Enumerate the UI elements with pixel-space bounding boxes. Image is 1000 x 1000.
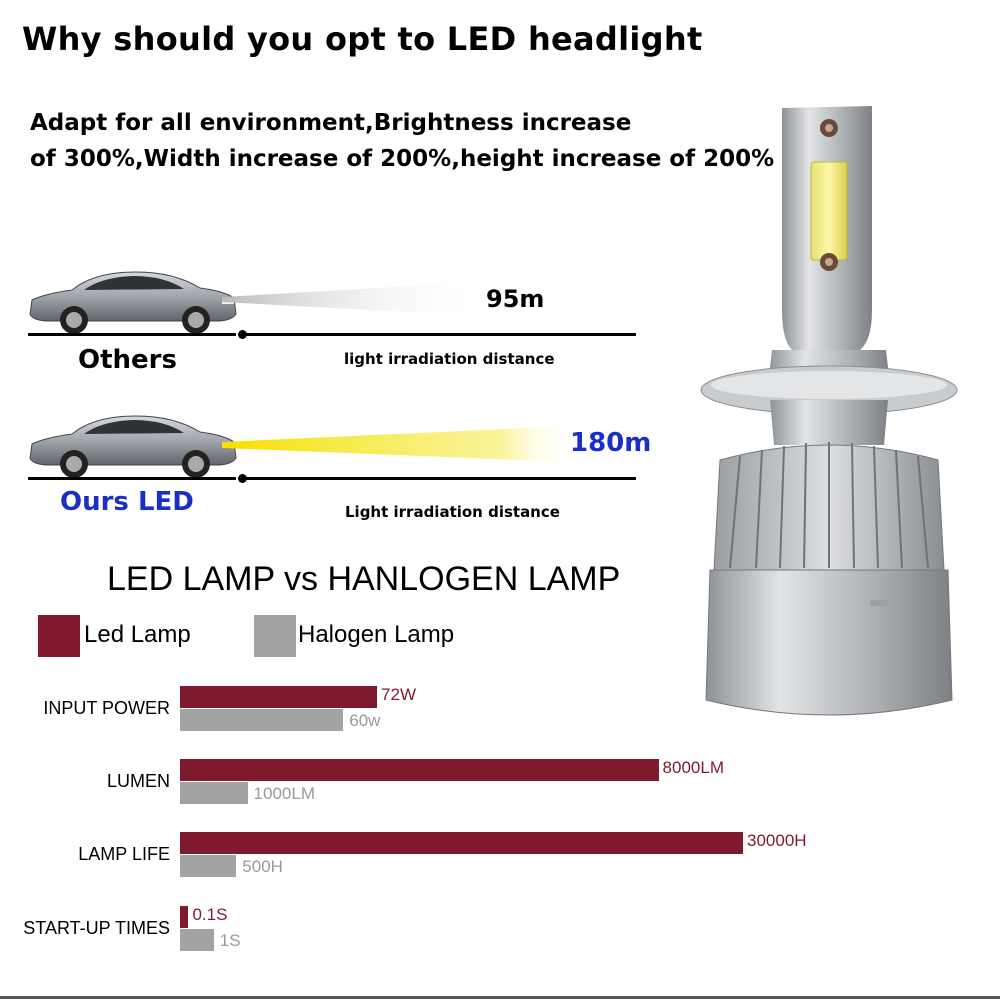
road-others bbox=[28, 333, 236, 336]
axis-line-others bbox=[242, 333, 636, 336]
car-ours-image bbox=[29, 415, 237, 478]
road-ours bbox=[28, 477, 236, 480]
distance-others: 95m bbox=[486, 285, 545, 313]
legend-swatch-led bbox=[38, 615, 80, 657]
value-label-led: 8000LM bbox=[662, 758, 724, 777]
value-label-led: 30000H bbox=[747, 831, 807, 850]
subtitle-line-2: of 300%,Width increase of 200%,height in… bbox=[30, 146, 775, 172]
caption-ours: Light irradiation distance bbox=[345, 503, 560, 521]
bar-led bbox=[180, 686, 378, 708]
bar-led bbox=[180, 832, 743, 854]
legend-swatch-halogen bbox=[254, 615, 296, 657]
value-label-halogen: 1S bbox=[219, 931, 241, 950]
bar-halogen bbox=[180, 855, 237, 877]
led-bulb-image bbox=[700, 106, 958, 716]
category-label: LAMP LIFE bbox=[78, 844, 170, 864]
light-beam-others bbox=[222, 282, 482, 316]
light-beam-ours bbox=[222, 426, 572, 462]
label-others: Others bbox=[78, 345, 177, 375]
distance-ours: 180m bbox=[570, 428, 652, 458]
bar-led bbox=[180, 906, 189, 928]
legend-label-halogen: Halogen Lamp bbox=[298, 621, 455, 648]
caption-others: light irradiation distance bbox=[344, 350, 555, 368]
subtitle-line-1: Adapt for all environment,Brightness inc… bbox=[30, 110, 632, 136]
value-label-led: 0.1S bbox=[192, 905, 228, 924]
page-title: Why should you opt to LED headlight bbox=[22, 20, 703, 58]
bar-led bbox=[180, 759, 659, 781]
category-label: START-UP TIMES bbox=[23, 918, 170, 938]
value-label-halogen: 500H bbox=[242, 857, 283, 876]
chart-title: LED LAMP vs HANLOGEN LAMP bbox=[107, 560, 621, 598]
car-others-image bbox=[29, 271, 237, 334]
label-ours: Ours LED bbox=[60, 487, 194, 517]
legend-label-led: Led Lamp bbox=[84, 621, 191, 648]
bar-halogen bbox=[180, 782, 248, 804]
value-label-halogen: 60w bbox=[349, 711, 381, 730]
axis-line-ours bbox=[242, 477, 636, 480]
category-label: INPUT POWER bbox=[43, 698, 170, 718]
bar-halogen bbox=[180, 709, 344, 731]
bottom-rule bbox=[0, 996, 1000, 999]
bar-halogen bbox=[180, 929, 214, 951]
value-label-halogen: 1000LM bbox=[253, 784, 315, 803]
value-label-led: 72W bbox=[381, 685, 417, 704]
category-label: LUMEN bbox=[106, 771, 170, 791]
